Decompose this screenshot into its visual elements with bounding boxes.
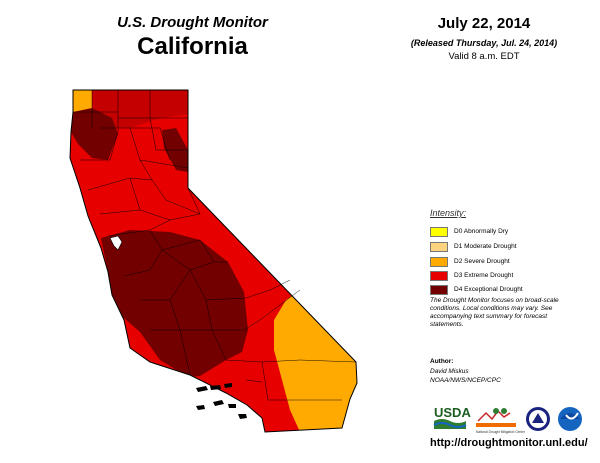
legend-item-d1: D1 Moderate Drought xyxy=(430,241,517,252)
legend-label-d0: D0 Abnormally Dry xyxy=(454,228,509,235)
legend-label-d2: D2 Severe Drought xyxy=(454,258,510,265)
usda-logo: USDA xyxy=(433,405,471,429)
legend-swatch-d2 xyxy=(430,256,448,267)
author-label: Author: xyxy=(430,358,454,365)
legend-label-d1: D1 Moderate Drought xyxy=(454,243,517,250)
usda-logo-text: USDA xyxy=(434,405,471,420)
legend-swatch-d1 xyxy=(430,241,448,252)
author-name: David Miskus xyxy=(430,368,469,375)
d2-severe-southeast xyxy=(274,290,357,432)
d2-severe-northwest xyxy=(73,90,92,112)
ndmc-logo-text: National Drought Mitigation Center xyxy=(476,430,526,434)
legend-label-d3: D3 Extreme Drought xyxy=(454,272,514,279)
release-date: (Released Thursday, Jul. 24, 2014) xyxy=(410,38,558,48)
d3-coastal-strip xyxy=(124,318,180,380)
map-supertitle: U.S. Drought Monitor xyxy=(117,14,268,31)
doc-seal-icon xyxy=(526,407,550,431)
legend-swatch-d4 xyxy=(430,284,448,295)
california-outline xyxy=(69,89,358,433)
disclaimer-note: The Drought Monitor focuses on broad-sca… xyxy=(430,297,559,328)
noaa-seal-icon xyxy=(558,407,582,431)
legend-item-d2: D2 Severe Drought xyxy=(430,256,510,267)
legend-label-d4: D4 Exceptional Drought xyxy=(454,286,523,293)
legend-item-d3: D3 Extreme Drought xyxy=(430,270,513,281)
legend-title: Intensity: xyxy=(430,208,467,218)
county-lines xyxy=(73,90,357,401)
valid-time: Valid 8 a.m. EDT xyxy=(448,51,520,62)
sf-bay xyxy=(109,235,123,251)
ndmc-logo: National Drought Mitigation Center xyxy=(476,408,526,434)
author-org: NOAA/NWS/NCEP/CPC xyxy=(430,377,501,384)
legend-item-d4: D4 Exceptional Drought xyxy=(430,284,523,295)
legend-swatch-d0 xyxy=(430,226,448,237)
agency-logos: USDA National Drought Mitigation Center xyxy=(433,405,582,434)
legend-item-d0: D0 Abnormally Dry xyxy=(430,226,508,237)
d4-northwest xyxy=(71,108,118,160)
map-title: California xyxy=(137,33,248,60)
map-date: July 22, 2014 xyxy=(437,15,531,32)
d3-dark-north xyxy=(92,90,188,128)
legend-swatch-d3 xyxy=(430,270,448,281)
channel-islands xyxy=(196,383,247,419)
source-url[interactable]: http://droughtmonitor.unl.edu/ xyxy=(430,437,588,449)
